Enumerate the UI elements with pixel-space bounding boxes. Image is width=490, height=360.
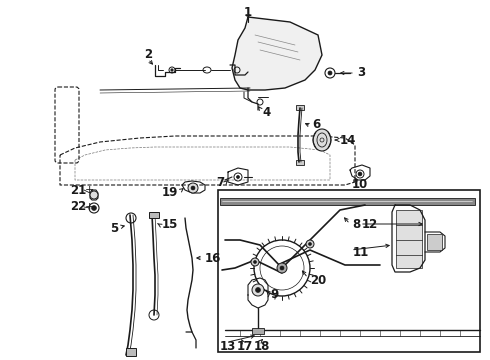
Text: 5: 5: [110, 221, 118, 234]
Bar: [126, 348, 136, 356]
Circle shape: [251, 258, 259, 266]
Circle shape: [306, 240, 314, 248]
Circle shape: [253, 261, 256, 264]
Text: 6: 6: [312, 118, 320, 131]
Text: 11: 11: [353, 246, 369, 258]
Bar: [218, 190, 480, 352]
Circle shape: [280, 266, 284, 270]
Bar: [296, 105, 304, 110]
Text: 4: 4: [262, 105, 270, 118]
Circle shape: [191, 186, 195, 190]
Circle shape: [277, 263, 287, 273]
Circle shape: [237, 175, 240, 179]
Text: 19: 19: [162, 186, 178, 199]
Text: 16: 16: [205, 252, 221, 265]
Circle shape: [309, 243, 312, 246]
Text: 1: 1: [244, 5, 252, 18]
Bar: [396, 210, 422, 268]
Bar: [220, 198, 475, 205]
Text: 15: 15: [162, 219, 178, 231]
Bar: [252, 328, 264, 334]
Circle shape: [188, 183, 198, 193]
Text: 13: 13: [220, 339, 236, 352]
Text: 18: 18: [254, 339, 270, 352]
Text: 10: 10: [352, 179, 368, 192]
Text: 7: 7: [216, 176, 224, 189]
Text: 20: 20: [310, 274, 326, 287]
Ellipse shape: [252, 284, 264, 296]
Text: 14: 14: [340, 134, 356, 147]
Bar: [149, 212, 159, 218]
Ellipse shape: [255, 288, 261, 292]
Text: 21: 21: [70, 184, 86, 197]
Ellipse shape: [313, 129, 331, 151]
Ellipse shape: [92, 206, 97, 211]
Text: 17: 17: [237, 339, 253, 352]
Circle shape: [171, 69, 173, 71]
Text: 12: 12: [362, 217, 378, 230]
Text: 9: 9: [270, 288, 278, 302]
Polygon shape: [232, 17, 322, 90]
Ellipse shape: [90, 191, 98, 199]
Text: 3: 3: [357, 67, 365, 80]
Text: 22: 22: [70, 201, 86, 213]
Bar: [296, 160, 304, 165]
Circle shape: [328, 71, 332, 75]
Text: 2: 2: [144, 49, 152, 62]
Ellipse shape: [358, 172, 362, 176]
Text: 8: 8: [352, 217, 360, 230]
Bar: [427, 234, 442, 250]
Text: +: +: [85, 185, 95, 195]
Text: +: +: [85, 202, 95, 212]
